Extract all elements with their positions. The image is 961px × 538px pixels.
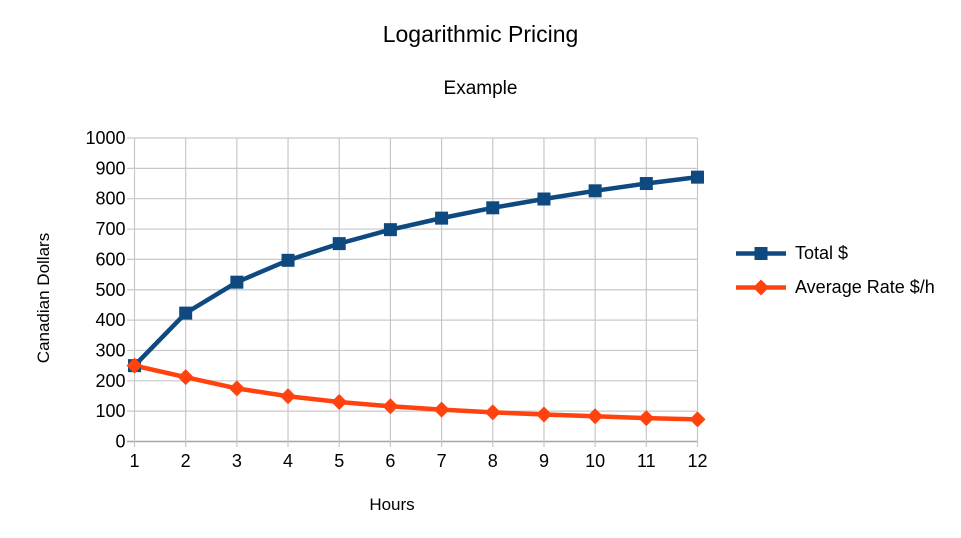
data-point-diamond — [177, 369, 194, 386]
chart-subtitle: Example — [443, 78, 518, 99]
y-tick-label: 1000 — [85, 128, 125, 148]
x-tick-label: 11 — [637, 451, 656, 471]
x-tick-label: 4 — [283, 451, 293, 471]
data-point-square — [588, 184, 602, 198]
legend-label-total: Total $ — [795, 242, 849, 263]
series-line-square — [132, 174, 698, 368]
data-point-diamond — [689, 411, 706, 428]
legend-item-total: Total $ — [735, 236, 935, 270]
data-point-square — [332, 237, 346, 251]
data-point-square — [639, 177, 653, 191]
y-tick-label: 100 — [95, 401, 125, 421]
y-tick-label: 500 — [95, 280, 125, 300]
x-tick-label: 8 — [488, 451, 498, 471]
data-point-diamond — [228, 380, 245, 397]
y-tick-label: 400 — [95, 310, 125, 330]
y-tick-label: 900 — [95, 158, 125, 178]
data-point-square — [230, 275, 244, 289]
chart-title: Logarithmic Pricing — [382, 21, 579, 47]
x-tick-label: 2 — [181, 451, 191, 471]
data-point-square — [486, 201, 500, 215]
data-point-diamond — [433, 401, 450, 418]
y-tick-label: 700 — [95, 219, 125, 239]
data-point-square — [179, 306, 193, 320]
data-point-diamond — [126, 357, 143, 374]
legend-label-average-rate: Average Rate $/h — [795, 276, 935, 297]
data-point-square — [281, 253, 295, 267]
legend-swatch-average-line-icon — [736, 279, 786, 295]
data-point-diamond — [331, 394, 348, 411]
x-tick-label: 5 — [334, 451, 344, 471]
legend-diamond-marker-icon — [753, 279, 769, 295]
data-point-diamond — [587, 408, 604, 425]
y-tick-label: 300 — [95, 340, 125, 360]
data-point-diamond — [280, 388, 297, 405]
x-tick-label: 7 — [437, 451, 447, 471]
x-axis-title: Hours — [369, 495, 415, 514]
x-tick-label: 6 — [385, 451, 395, 471]
y-tick-label: 200 — [95, 371, 125, 391]
y-tick-label: 600 — [95, 249, 125, 269]
legend-swatch-total-line-icon — [736, 246, 786, 260]
data-point-square — [691, 170, 704, 184]
legend-item-average-rate: Average Rate $/h — [735, 270, 935, 304]
legend-square-marker-icon — [754, 246, 768, 260]
y-tick-label: 0 — [115, 432, 125, 452]
legend: Total $ Average Rate $/h — [735, 236, 935, 304]
data-point-diamond — [535, 406, 552, 423]
x-tick-label: 1 — [129, 451, 139, 471]
x-tick-label: 9 — [539, 451, 549, 471]
series-line-diamond — [134, 363, 698, 422]
data-point-square — [383, 223, 397, 237]
data-point-square — [435, 211, 449, 225]
data-point-diamond — [484, 404, 501, 421]
x-tick-label: 3 — [232, 451, 242, 471]
x-tick-label: 12 — [687, 451, 707, 471]
data-point-square — [537, 192, 551, 206]
data-point-diamond — [638, 410, 655, 427]
y-tick-label: 800 — [95, 189, 125, 209]
data-point-diamond — [382, 398, 399, 415]
x-tick-label: 10 — [585, 451, 605, 471]
y-axis-title: Canadian Dollars — [34, 232, 53, 364]
